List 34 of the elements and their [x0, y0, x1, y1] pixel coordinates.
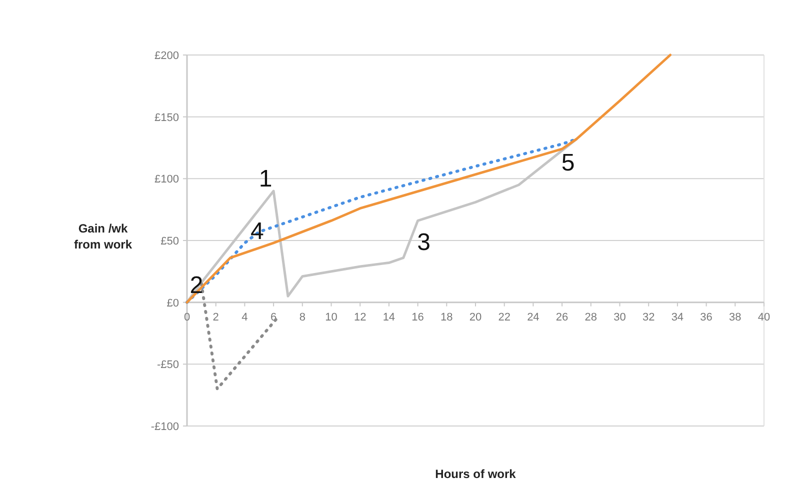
x-tick-label: 14: [382, 311, 396, 324]
x-tick-label: 4: [242, 311, 248, 324]
x-tick-label: 0: [184, 311, 190, 324]
x-tick-label: 24: [527, 311, 540, 324]
x-tick-label: 36: [700, 311, 712, 324]
annotation: 3: [417, 229, 430, 256]
x-tick-label: 34: [671, 311, 684, 324]
x-tick-label: 28: [584, 311, 598, 324]
y-tick-label: £150: [154, 112, 179, 124]
annotation: 5: [561, 149, 575, 176]
x-tick-label: 12: [354, 311, 366, 324]
y-tick-label: -£100: [150, 421, 179, 433]
x-axis-title: Hours of work: [435, 467, 516, 481]
annotation: 1: [258, 165, 272, 192]
y-tick-label: £100: [154, 174, 179, 186]
x-tick-label: 30: [614, 311, 626, 324]
x-tick-label: 2: [212, 311, 219, 324]
y-axis-title: Gain /wk from work: [74, 222, 132, 252]
x-tick-label: 8: [299, 311, 306, 324]
y-tick-label: -£50: [156, 359, 179, 372]
x-tick-label: 18: [440, 311, 453, 324]
x-tick-label: 10: [325, 311, 338, 324]
x-tick-label: 32: [642, 311, 655, 324]
line-series: [186, 54, 672, 304]
x-tick-label: 26: [556, 311, 568, 324]
x-tick-label: 20: [469, 311, 482, 324]
x-tick-label: 22: [498, 311, 510, 324]
x-tick-label: 40: [758, 311, 770, 324]
y-tick-label: £50: [160, 236, 179, 248]
annotation: 2: [190, 272, 204, 299]
x-tick-label: 38: [729, 311, 742, 324]
x-tick-label: 16: [412, 311, 424, 324]
y-tick-label: £200: [154, 50, 179, 62]
y-tick-label: £0: [166, 297, 179, 310]
